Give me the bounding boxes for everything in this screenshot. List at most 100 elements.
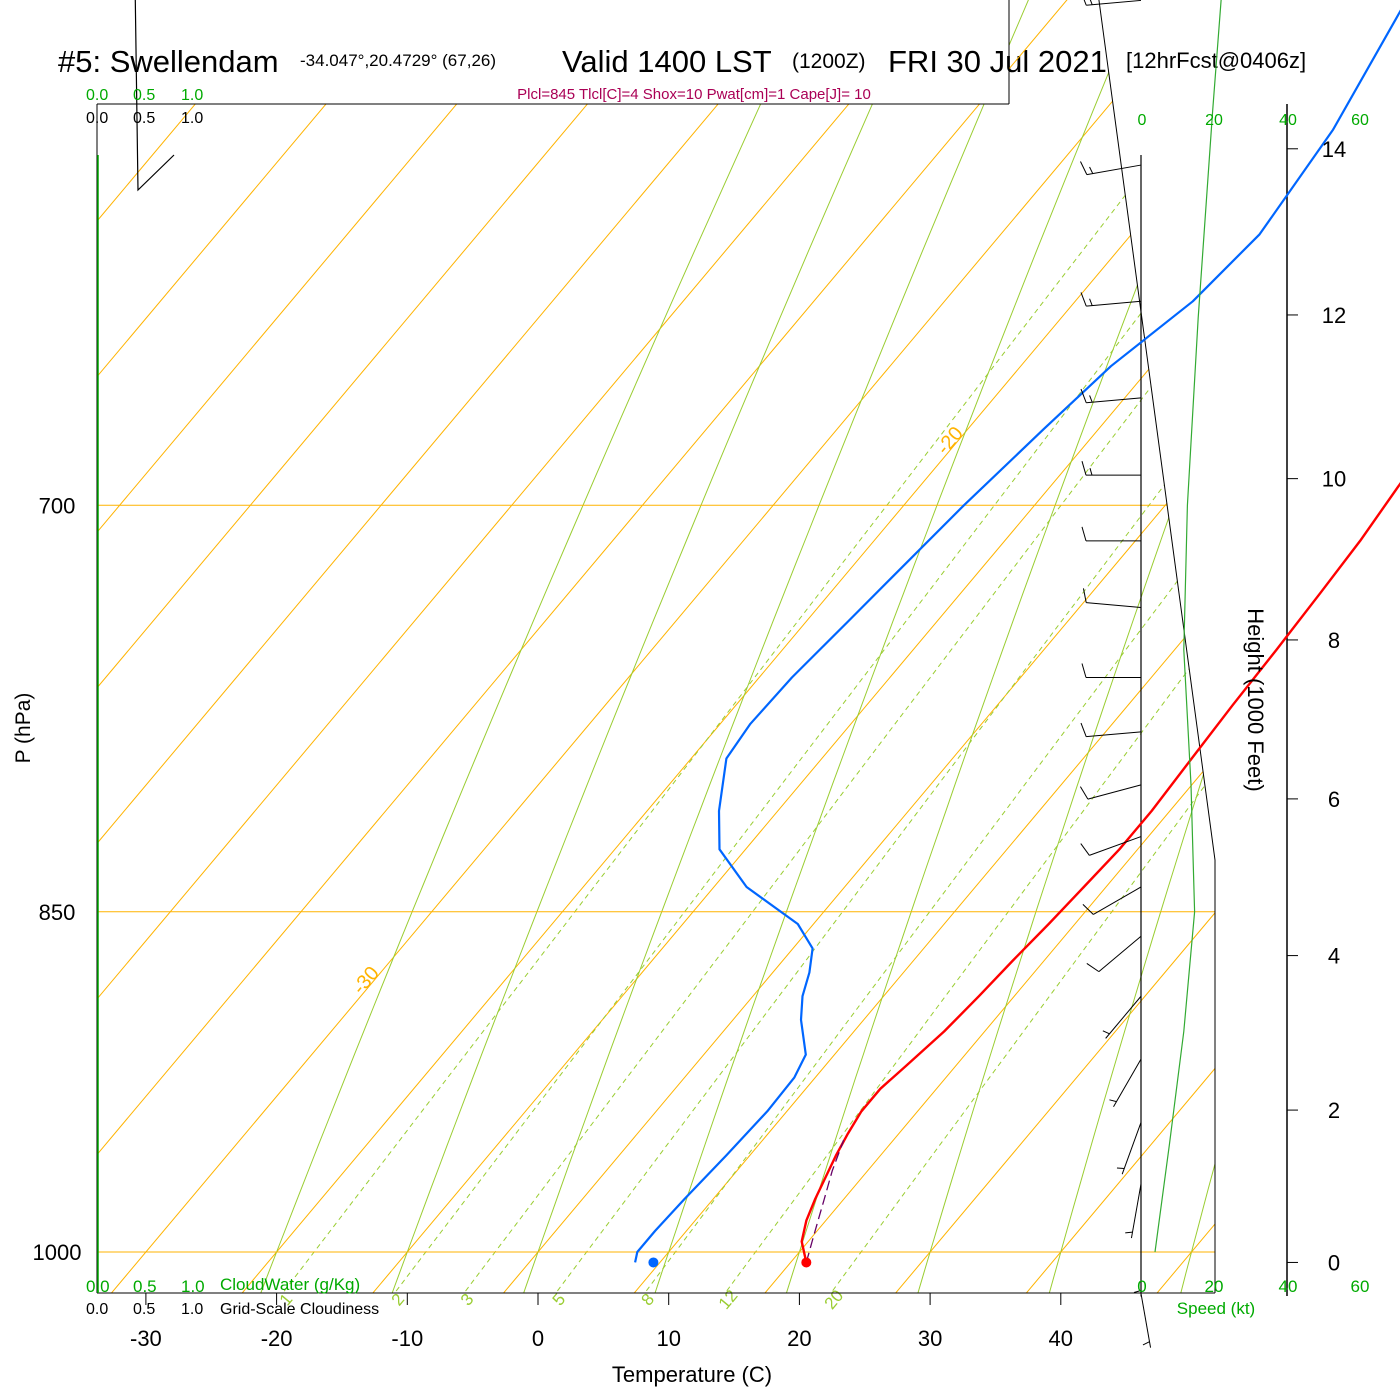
station-title: #5: Swellendam — [58, 44, 279, 79]
surface-dewpoint-dot — [648, 1257, 659, 1268]
mixing-ratio-line — [432, 0, 1215, 1293]
cloudiness-scale-bottom: 0.0 0.5 1.0 Grid-Scale Cloudiness — [86, 1301, 379, 1318]
height-tick-label: 12 — [1322, 303, 1346, 328]
isotherm-line — [173, 0, 1215, 1293]
wind-barb — [1080, 836, 1142, 856]
x-tick-label: 40 — [1049, 1326, 1073, 1351]
speed-bottom-3: 60 — [1351, 1277, 1370, 1296]
wind-barb — [1081, 461, 1141, 476]
mixing-ratio-line — [363, 0, 1215, 1293]
mixing-ratio-line — [613, 0, 1215, 1293]
dry-adiabat-line — [760, 0, 1215, 1293]
height-tick-label: 4 — [1328, 944, 1340, 969]
mixing-ratio-lines — [250, 0, 1215, 1293]
isotherm-line — [304, 0, 1215, 1293]
x-tick-label: 0 — [532, 1326, 544, 1351]
height-tick-label: 10 — [1322, 467, 1346, 492]
cloudiness-bottom-0: 0.0 — [86, 1301, 108, 1318]
cloudwater-scale-top: 0.0 0.5 1.0 — [86, 87, 203, 104]
dry-adiabat-lines — [229, 0, 1400, 1374]
dry-adiabat-line — [893, 0, 1215, 1293]
cloudiness-line — [134, 0, 175, 192]
wind-barb — [1080, 292, 1142, 307]
height-tick-label: 6 — [1328, 787, 1340, 812]
wind-barb — [1140, 1293, 1152, 1348]
mixing-ratio-label: 20 — [821, 1286, 848, 1313]
speed-top-0: 0 — [1138, 112, 1147, 129]
cloudiness-bottom-1: 0.5 — [133, 1301, 155, 1318]
isotherm-line — [435, 0, 1215, 1293]
cloud-line — [134, 0, 175, 192]
isotherm-labels: 123581220100-10-20-300102030 — [276, 423, 968, 1313]
wind-barb — [1116, 1122, 1142, 1175]
wind-barb — [1082, 886, 1142, 915]
height-tick-label: 2 — [1328, 1098, 1340, 1123]
dry-adiabat-line — [1293, 0, 1400, 1374]
x-tick-label: 10 — [656, 1326, 680, 1351]
wind-barb — [1081, 663, 1141, 678]
cloudwater-scale-bottom: 0.0 0.5 1.0 CloudWater (g/Kg) — [86, 1275, 360, 1296]
wind-barb — [1082, 588, 1142, 608]
height-tick-label: 14 — [1322, 137, 1346, 162]
plot-frame — [96, 0, 1288, 1296]
wind-barb — [1081, 526, 1141, 542]
isotherm-line — [696, 0, 1215, 1293]
height-axis-label: Height (1000 Feet) — [1243, 608, 1268, 791]
isotherm-line — [97, 0, 1215, 1293]
speed-bottom-1: 20 — [1205, 1277, 1224, 1296]
speed-top-1: 20 — [1205, 112, 1223, 129]
cloudiness-scale-top: 0.0 0.5 1.0 — [86, 110, 203, 127]
wind-barb — [1133, 1241, 1142, 1297]
cloudwater-label: CloudWater (g/Kg) — [220, 1275, 360, 1294]
mixing-ratio-line — [250, 0, 1215, 1293]
cloudwater-top-2: 1.0 — [181, 87, 203, 104]
isotherm-line — [565, 0, 1215, 1293]
valid-date: FRI 30 Jul 2021 — [888, 44, 1107, 79]
wind-barb — [1080, 722, 1142, 738]
x-tick-label: -20 — [261, 1326, 293, 1351]
mixing-ratio-line — [524, 0, 1215, 1293]
pressure-tick-label: 850 — [39, 900, 76, 925]
cloudiness-top-1: 0.5 — [133, 110, 155, 127]
mixing-ratio-line — [694, 0, 1215, 1293]
temperature-trace — [800, 481, 1400, 1263]
isotherm-line — [827, 0, 1215, 1293]
x-axis-label: Temperature (C) — [612, 1362, 772, 1387]
cloudiness-top-2: 1.0 — [181, 110, 203, 127]
wind-speed-line — [1154, 0, 1222, 1253]
speed-top-2: 40 — [1279, 112, 1297, 129]
wind-barb — [1079, 784, 1142, 800]
cloudwater-bottom-1: 0.5 — [133, 1277, 157, 1296]
surface-temperature-dot — [801, 1257, 812, 1268]
cloudiness-bottom-2: 1.0 — [181, 1301, 203, 1318]
x-tick-label: 20 — [787, 1326, 811, 1351]
wind-barb — [1083, 0, 1142, 6]
mixing-ratio-line — [800, 0, 1215, 1293]
x-tick-label: -10 — [391, 1326, 423, 1351]
wind-barb — [1102, 995, 1142, 1039]
speed-scale-bottom: 0 20 40 60 Speed (kt) — [1137, 1277, 1369, 1318]
wind-barb — [1086, 935, 1142, 973]
dry-adiabat-line — [1026, 0, 1215, 1293]
x-tick-label: -30 — [130, 1326, 162, 1351]
speed-scale-top: 0 20 40 60 — [1138, 112, 1369, 129]
zulu-time: (1200Z) — [792, 50, 866, 73]
speed-bottom-0: 0 — [1137, 1277, 1146, 1296]
wind-speed-profile — [1154, 0, 1222, 1253]
wind-barb — [1080, 161, 1142, 176]
pressure-tick-label: 700 — [39, 493, 76, 518]
dry-adiabat-line — [229, 0, 1215, 1293]
cloudiness-top-0: 0.0 — [86, 110, 108, 127]
station-coords: -34.047°,20.4729° (67,26) — [300, 51, 496, 70]
pressure-axis-ticks: 2503004005007008501000 — [33, 493, 82, 1265]
valid-time: Valid 1400 LST — [562, 44, 772, 79]
cloudwater-top-0: 0.0 — [86, 87, 108, 104]
isotherm-label: -20 — [932, 423, 967, 459]
height-axis-ticks: 02468101214161820222426283032 — [1287, 137, 1346, 1275]
